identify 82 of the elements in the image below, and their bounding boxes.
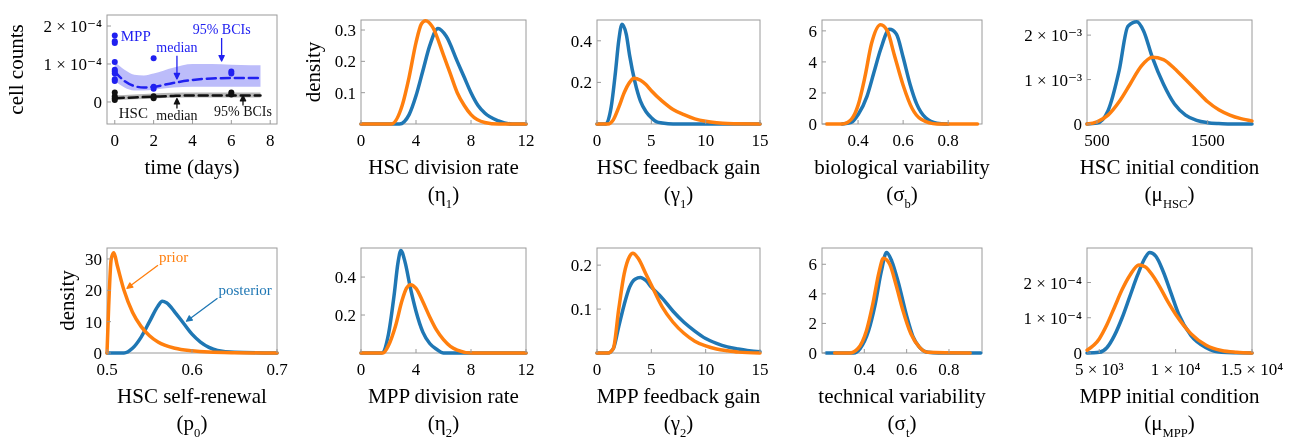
x-axis-title: HSC initial condition (μ$_{HSC}$) <box>1079 155 1260 211</box>
x-tick-label: 8 <box>265 131 275 150</box>
x-axis-title: MPP feedback gain (γ$_{2}$) <box>596 384 761 440</box>
x-tick-label: 0 <box>110 131 120 150</box>
y-tick-label: 0.2 <box>334 52 356 72</box>
x-tick-label: 0.8 <box>938 360 960 379</box>
y-tick-label: 0 <box>1073 115 1082 134</box>
x-axis-title: MPP division rate (η$_{2}$) <box>368 384 519 440</box>
x-axis-title: technical variability (σ$_{t}$) <box>818 384 987 440</box>
y-tick-label: 20 <box>85 281 102 301</box>
y-tick-label: 0 <box>808 344 817 363</box>
x-tick-label: 0.5 <box>96 360 118 379</box>
y-tick-label: 0 <box>93 92 102 112</box>
y-tick-label: 1 × 10⁻³ <box>1024 70 1082 90</box>
x-tick-label: 1500 <box>1190 131 1225 150</box>
y-tick-label: 0.1 <box>334 83 356 103</box>
y-tick-label: 2 <box>808 314 817 334</box>
x-tick-label: 15 <box>751 131 769 150</box>
x-tick-label: 1 × 10⁴ <box>1150 360 1201 379</box>
x-axis-title: MPP initial condition (μ$_{MPP}$) <box>1079 384 1261 440</box>
y-tick-label: 10 <box>85 312 102 332</box>
x-axis-title: time (days) <box>144 155 240 179</box>
x-tick-label: 0.6 <box>181 360 203 379</box>
x-tick-label: 6 <box>227 131 236 150</box>
y-tick-label: 6 <box>808 21 817 41</box>
y-tick-label: 0 <box>1073 344 1082 363</box>
y-tick-label: 2 × 10⁻⁴ <box>1023 273 1083 293</box>
x-tick-label: 0.8 <box>937 131 959 150</box>
y-tick-label: 0 <box>93 344 102 363</box>
annotation: median <box>156 107 198 123</box>
x-tick-label: 500 <box>1084 131 1110 150</box>
x-tick-label: 5 <box>647 131 656 150</box>
x-tick-label: 0.4 <box>847 131 870 150</box>
x-tick-label: 5 <box>647 360 656 379</box>
x-tick-label: 10 <box>697 131 715 150</box>
annotation: median <box>156 39 198 55</box>
y-tick-label: 6 <box>808 255 817 275</box>
x-tick-label: 4 <box>411 131 421 150</box>
y-axis-title: cell counts <box>4 24 28 115</box>
y-tick-label: 0.3 <box>334 21 356 41</box>
legend-label: HSC <box>118 105 148 121</box>
y-tick-label: 2 <box>808 83 817 103</box>
y-tick-label: 4 <box>808 52 818 72</box>
x-tick-label: 0.6 <box>892 131 914 150</box>
x-tick-label: 8 <box>466 360 476 379</box>
text: prior <box>159 249 189 266</box>
x-tick-label: 12 <box>517 131 535 150</box>
y-tick-label: 1 × 10⁻⁴ <box>43 54 103 74</box>
y-tick-label: 1 × 10⁻⁴ <box>1023 308 1083 328</box>
x-tick-label: 4 <box>411 360 421 379</box>
y-tick-label: 0.2 <box>570 256 592 276</box>
y-tick-label: 0.4 <box>570 31 593 51</box>
series-label: MPP <box>120 27 151 44</box>
y-axis-title: density <box>55 269 79 331</box>
x-tick-label: 0.7 <box>266 360 289 379</box>
x-axis-title: HSC feedback gain (γ$_{1}$) <box>596 155 761 211</box>
x-axis-title: biological variability (σ$_{b}$) <box>814 155 991 211</box>
x-axis-title: HSC self-renewal (p$_{0}$) <box>117 384 268 440</box>
y-tick-label: 4 <box>808 284 818 304</box>
x-tick-label: 10 <box>697 360 715 379</box>
y-tick-label: 0 <box>808 115 817 134</box>
x-tick-label: 1.5 × 10⁴ <box>1220 360 1284 379</box>
y-tick-label: 0.1 <box>570 300 592 320</box>
y-tick-label: 0.4 <box>334 268 357 288</box>
y-tick-label: 0.2 <box>570 73 592 93</box>
y-axis-title: density <box>300 41 325 103</box>
x-tick-label: 0.4 <box>853 360 876 379</box>
annotation: 95% BCIs <box>192 21 251 37</box>
x-tick-label: 5 × 10³ <box>1074 360 1124 379</box>
y-tick-label: 2 × 10⁻⁴ <box>43 17 103 37</box>
text: posterior <box>218 282 272 299</box>
x-tick-label: 2 <box>149 131 158 150</box>
annotation: 95% BCIs <box>214 104 272 120</box>
x-tick-label: 0.6 <box>896 360 918 379</box>
x-tick-label: 8 <box>466 131 476 150</box>
x-tick-label: 15 <box>751 360 769 379</box>
x-tick-label: 4 <box>188 131 198 150</box>
y-tick-label: 30 <box>85 249 102 269</box>
x-axis-title: HSC division rate (η$_{1}$) <box>368 155 519 211</box>
x-tick-label: 12 <box>517 360 535 379</box>
y-tick-label: 2 × 10⁻³ <box>1024 26 1082 46</box>
y-tick-label: 0.2 <box>334 306 356 326</box>
